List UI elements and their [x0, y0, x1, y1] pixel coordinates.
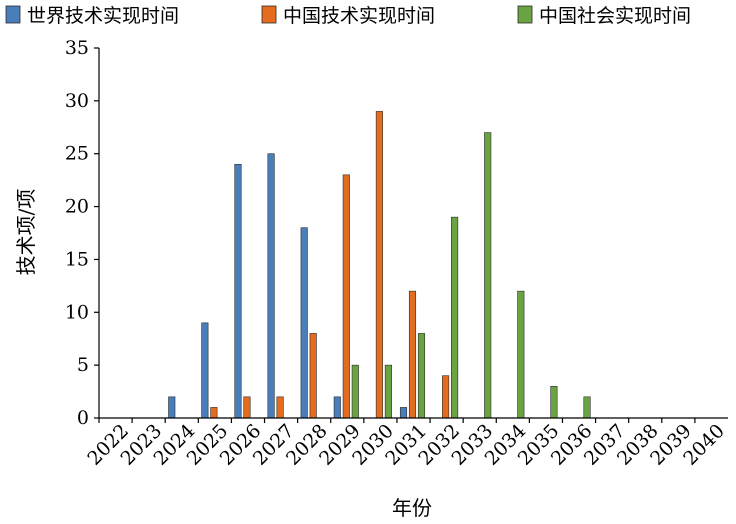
y-tick-label: 25: [65, 143, 89, 165]
bars: [168, 111, 591, 419]
legend-swatch: [517, 5, 533, 24]
bar-1-2027: [267, 153, 275, 419]
bar-3-2033: [484, 132, 492, 419]
bar-2-2026: [243, 396, 251, 419]
axes: 0510152025303520222023202420252026202720…: [65, 37, 729, 470]
y-axis-label: 技术项/项: [14, 189, 38, 276]
bar-1-2025: [201, 322, 209, 419]
y-tick-label: 5: [77, 354, 89, 376]
legend-label: 世界技术实现时间: [27, 5, 179, 27]
bar-1-2029: [333, 396, 341, 419]
bar-2-2032: [442, 375, 450, 419]
bar-3-2034: [517, 290, 525, 419]
legend-label: 中国技术实现时间: [283, 5, 435, 27]
y-tick-label: 30: [65, 90, 89, 112]
bar-3-2030: [384, 364, 392, 419]
x-axis-label: 年份: [392, 496, 432, 520]
bar-2-2025: [210, 407, 218, 419]
legend-swatch: [5, 5, 21, 24]
bar-1-2024: [168, 396, 176, 419]
bar-3-2035: [550, 385, 558, 419]
y-tick-label: 10: [65, 301, 89, 323]
bar-1-2026: [234, 163, 242, 419]
bar-3-2029: [351, 364, 359, 419]
bar-2-2030: [375, 111, 383, 419]
bar-3-2036: [583, 396, 591, 419]
y-tick-label: 20: [65, 196, 89, 218]
legend: 世界技术实现时间 中国技术实现时间 中国社会实现时间: [5, 5, 691, 27]
bar-1-2028: [300, 227, 308, 419]
bar-3-2031: [417, 333, 426, 419]
bar-2-2031: [408, 290, 417, 419]
legend-label: 中国社会实现时间: [539, 5, 691, 27]
y-tick-label: 35: [65, 37, 89, 59]
bar-2-2029: [342, 174, 350, 419]
y-tick-label: 15: [65, 248, 89, 270]
y-tick-label: 0: [77, 407, 89, 429]
bar-3-2032: [451, 216, 459, 419]
bar-1-2031: [399, 407, 408, 419]
bar-2-2028: [309, 333, 317, 419]
bar-2-2027: [276, 396, 284, 419]
legend-swatch: [261, 5, 277, 24]
